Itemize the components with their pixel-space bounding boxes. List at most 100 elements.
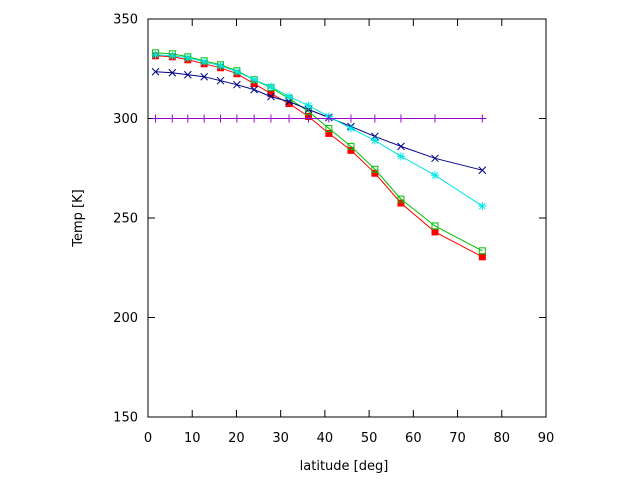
data-point	[250, 75, 259, 84]
point-marker	[267, 83, 275, 91]
data-point	[478, 114, 487, 123]
x-tick-label: 10	[184, 431, 201, 446]
point-marker	[152, 51, 159, 59]
data-point	[431, 171, 440, 180]
data-point	[232, 67, 241, 76]
data-point	[200, 114, 209, 123]
series-4	[151, 50, 487, 211]
point-marker	[347, 146, 355, 154]
x-axis-label: latitude [deg]	[300, 459, 389, 474]
point-marker	[250, 76, 258, 84]
data-point	[267, 92, 275, 101]
x-tick-label: 20	[228, 431, 245, 446]
point-marker	[168, 68, 177, 77]
x-tick-label: 30	[272, 431, 289, 446]
data-point	[396, 114, 405, 123]
axis-ticks: 0 10 20 30 40 50 60 70 80 90 150 200 250 300 350	[113, 13, 554, 447]
point-marker	[184, 54, 192, 62]
data-point	[285, 114, 294, 123]
point-marker	[200, 72, 209, 81]
y-tick-label: 200	[113, 311, 138, 326]
point-marker	[478, 247, 486, 255]
point-marker	[397, 195, 405, 203]
data-point	[370, 114, 379, 123]
series-line	[155, 71, 483, 171]
data-point	[370, 136, 379, 145]
y-tick-label: 300	[113, 112, 138, 127]
data-point	[431, 222, 439, 230]
data-point	[266, 82, 275, 91]
point-marker	[397, 142, 405, 151]
y-axis-label: Temp [K]	[71, 189, 86, 247]
point-marker	[478, 253, 486, 261]
point-marker	[151, 67, 160, 76]
data-point	[397, 142, 405, 151]
point-marker	[325, 124, 333, 132]
series-2	[152, 49, 486, 255]
data-point	[325, 129, 333, 137]
data-point	[232, 114, 241, 123]
data-point	[346, 124, 355, 133]
data-point	[200, 72, 209, 81]
x-tick-label: 90	[538, 431, 555, 446]
data-point	[233, 80, 241, 89]
data-point	[304, 114, 313, 123]
point-marker	[168, 52, 176, 60]
series-line	[155, 54, 483, 207]
data-point	[183, 114, 192, 123]
point-marker	[431, 222, 439, 230]
data-point	[266, 114, 275, 123]
data-point	[478, 166, 487, 175]
data-point	[216, 114, 225, 123]
data-point	[285, 92, 294, 101]
point-marker	[478, 202, 486, 210]
point-marker	[431, 171, 439, 179]
point-marker	[431, 228, 439, 236]
data-point	[397, 195, 405, 203]
series-5	[151, 114, 487, 123]
point-marker	[347, 142, 355, 150]
data-point	[478, 253, 486, 261]
data-point	[346, 114, 355, 123]
series-line	[155, 52, 483, 252]
data-point	[431, 228, 439, 236]
data-point	[371, 165, 379, 173]
data-point	[168, 51, 177, 60]
data-point	[324, 114, 333, 123]
data-point	[431, 114, 440, 123]
x-tick-label: 40	[317, 431, 334, 446]
data-point	[151, 67, 160, 76]
data-point	[397, 199, 405, 207]
point-marker	[397, 199, 405, 207]
data-point	[325, 124, 333, 132]
point-marker	[285, 93, 293, 100]
data-point	[216, 61, 225, 70]
point-marker	[397, 152, 405, 160]
data-point	[151, 50, 160, 59]
x-tick-label: 70	[449, 431, 466, 446]
data-point	[478, 247, 486, 255]
data-point	[431, 154, 439, 163]
point-marker	[183, 70, 192, 79]
data-point	[183, 53, 192, 62]
data-point	[478, 202, 487, 211]
data-point	[347, 146, 355, 154]
x-tick-label: 0	[144, 431, 152, 446]
point-marker	[305, 102, 312, 109]
x-tick-label: 60	[405, 431, 422, 446]
data-point	[151, 114, 160, 123]
plot-frame	[147, 18, 547, 418]
series-3	[151, 67, 487, 175]
point-marker	[347, 125, 355, 132]
data-point	[396, 152, 405, 161]
data-point	[183, 70, 192, 79]
data-point	[216, 76, 225, 85]
x-tick-label: 50	[361, 431, 378, 446]
point-marker	[267, 92, 275, 101]
point-marker	[371, 137, 379, 144]
data-point	[250, 85, 258, 94]
data-point	[168, 68, 177, 77]
data-point	[200, 57, 209, 66]
point-marker	[217, 62, 224, 70]
point-marker	[431, 154, 439, 163]
